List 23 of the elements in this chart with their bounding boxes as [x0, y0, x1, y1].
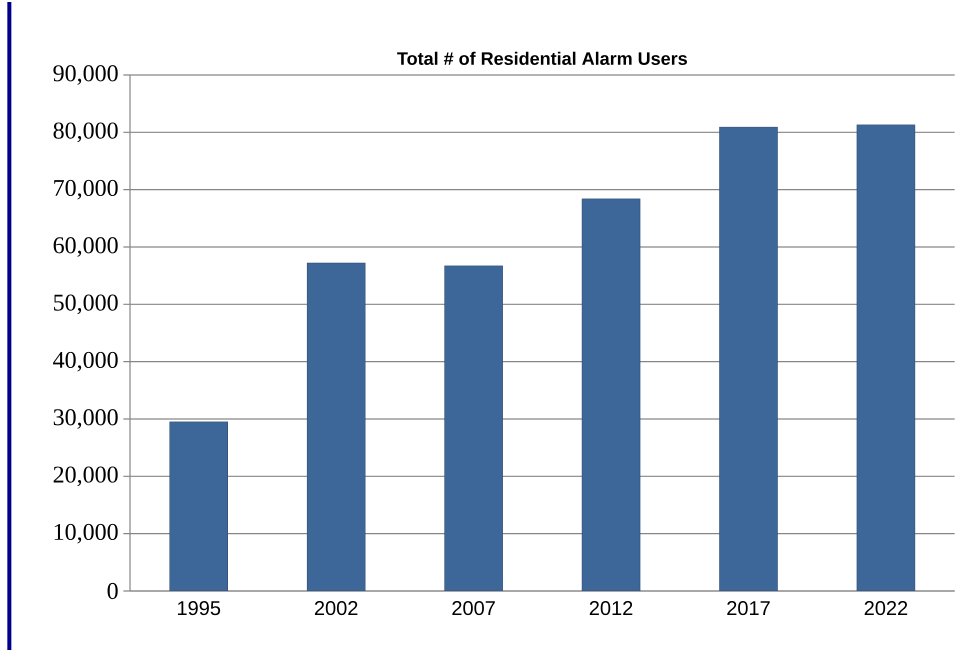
y-tick-label: 50,000: [54, 294, 118, 314]
x-tick-label: 2012: [590, 601, 632, 616]
y-tick-label: 10,000: [54, 524, 118, 544]
y-tick-label: 70,000: [54, 180, 118, 200]
y-tick-label: 90,000: [53, 65, 118, 85]
bar: [169, 422, 228, 591]
bar: [306, 262, 366, 591]
chart-title: Total # of Residential Alarm Users: [397, 52, 687, 65]
y-tick-label: 80,000: [54, 122, 118, 142]
x-tick-label: 2022: [864, 601, 908, 616]
y-tick-label: 60,000: [54, 237, 118, 257]
x-tick-label: 2002: [314, 601, 358, 616]
bar: [856, 124, 916, 591]
x-tick-label: 1995: [178, 601, 220, 616]
y-tick-label: 40,000: [53, 352, 118, 372]
y-tick-label: 30,000: [54, 409, 118, 429]
x-tick-label: 2007: [452, 601, 495, 616]
bar: [582, 198, 640, 591]
y-tick-label: 20,000: [54, 466, 118, 486]
x-tick-label: 2017: [727, 601, 770, 616]
bar: [719, 126, 778, 591]
bar: [444, 266, 503, 591]
y-tick-label: 0: [108, 582, 118, 600]
